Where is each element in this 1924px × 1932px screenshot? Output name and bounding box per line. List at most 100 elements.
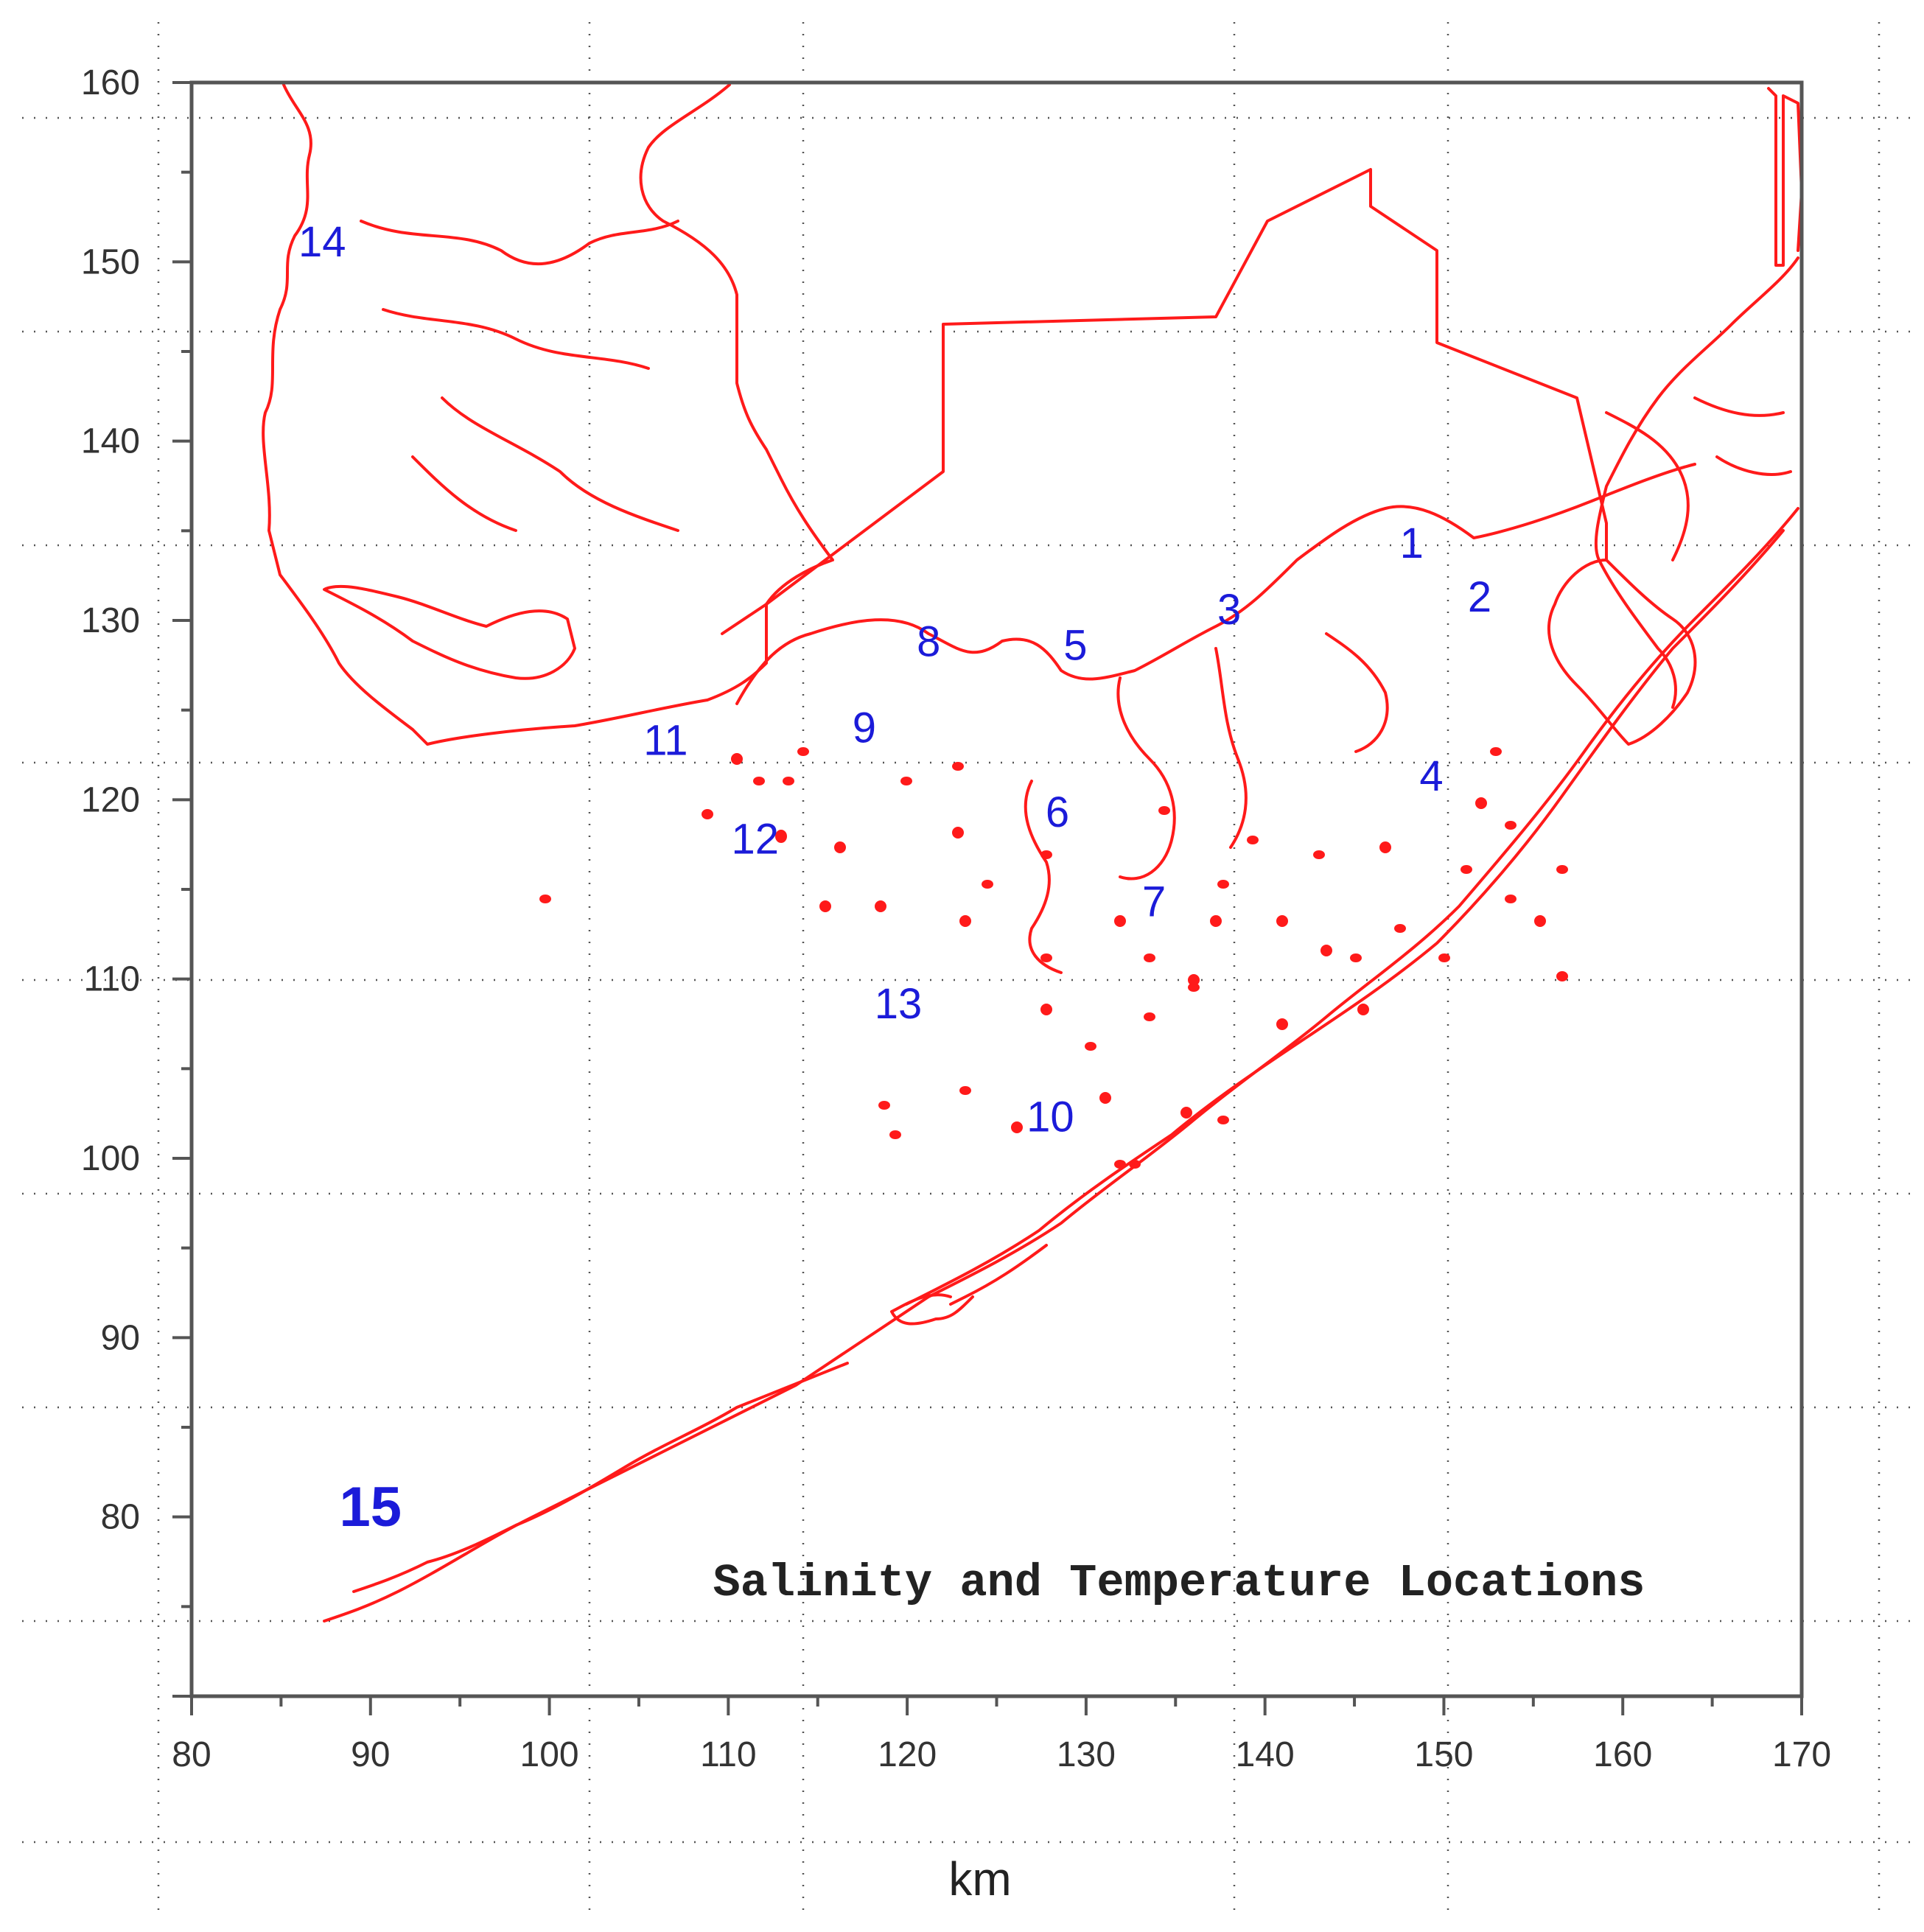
islet bbox=[1394, 924, 1406, 933]
islet bbox=[1114, 1160, 1126, 1169]
y-tick-label: 80 bbox=[101, 1498, 140, 1537]
x-tick-label: 170 bbox=[1772, 1735, 1831, 1774]
islet bbox=[1505, 821, 1517, 830]
x-tick-label: 90 bbox=[351, 1735, 390, 1774]
islet bbox=[1040, 953, 1052, 962]
islet bbox=[731, 753, 743, 765]
plot-frame bbox=[189, 80, 1804, 1698]
islet bbox=[539, 895, 551, 903]
x-tick-label: 80 bbox=[172, 1735, 211, 1774]
keys-island-chain-inner bbox=[905, 529, 1785, 1306]
islet bbox=[1461, 865, 1472, 874]
islet bbox=[878, 1101, 890, 1110]
x-axis-unit-label: km bbox=[948, 1852, 1011, 1905]
islet bbox=[797, 747, 809, 756]
map-title: Salinity and Temperature Locations bbox=[713, 1557, 1645, 1609]
islet bbox=[900, 777, 912, 785]
islet bbox=[1490, 747, 1502, 756]
florida-bay-north-shore bbox=[735, 463, 1696, 705]
coastline-northwest bbox=[262, 83, 834, 746]
islet bbox=[1350, 953, 1362, 962]
bay-banks-central bbox=[1024, 632, 1389, 974]
management-area-boundary bbox=[721, 168, 1608, 635]
islet bbox=[1556, 865, 1568, 874]
islet bbox=[982, 880, 993, 889]
islet bbox=[1011, 1121, 1023, 1133]
islet bbox=[959, 915, 971, 927]
islet bbox=[1040, 1004, 1052, 1015]
keys-segment-middle bbox=[890, 1244, 1048, 1326]
station-label-15: 15 bbox=[340, 1476, 402, 1539]
islet bbox=[1357, 1004, 1369, 1015]
station-label-12: 12 bbox=[731, 815, 779, 863]
islet bbox=[1158, 806, 1170, 815]
y-tick-label: 90 bbox=[101, 1318, 140, 1357]
islet bbox=[753, 777, 765, 785]
coastline-lower-bay bbox=[323, 584, 576, 680]
islet bbox=[1188, 983, 1200, 992]
coastline-northern-channels bbox=[360, 220, 679, 532]
keys-segment-lower bbox=[352, 1362, 849, 1593]
y-tick-label: 140 bbox=[81, 422, 140, 461]
islet bbox=[1276, 915, 1288, 927]
y-tick-label: 150 bbox=[81, 242, 140, 281]
station-label-11: 11 bbox=[643, 717, 688, 765]
islet bbox=[1505, 895, 1517, 903]
islet bbox=[1144, 953, 1155, 962]
coastline-outlines bbox=[262, 83, 1803, 1623]
islet bbox=[834, 841, 846, 853]
islet bbox=[702, 809, 713, 819]
x-tick-label: 100 bbox=[520, 1735, 579, 1774]
dotted-grid bbox=[22, 22, 1916, 1916]
islet bbox=[819, 900, 831, 912]
islet bbox=[1475, 797, 1487, 809]
islet bbox=[1556, 971, 1568, 981]
islet bbox=[1040, 850, 1052, 859]
station-label-14: 14 bbox=[298, 218, 346, 266]
islet bbox=[1129, 1160, 1141, 1169]
station-label-13: 13 bbox=[875, 980, 923, 1028]
station-label-1: 1 bbox=[1400, 519, 1424, 567]
y-tick-label: 120 bbox=[81, 780, 140, 819]
x-tick-label: 110 bbox=[700, 1735, 757, 1774]
station-label-5: 5 bbox=[1063, 622, 1087, 670]
islet bbox=[1379, 841, 1391, 853]
islet bbox=[952, 762, 964, 771]
y-tick-label: 160 bbox=[81, 63, 140, 102]
islet bbox=[1210, 915, 1222, 927]
axis-ticks bbox=[172, 81, 1803, 1715]
station-label-3: 3 bbox=[1217, 586, 1241, 634]
islet bbox=[1313, 850, 1325, 859]
station-label-6: 6 bbox=[1046, 788, 1069, 836]
station-label-4: 4 bbox=[1419, 752, 1443, 800]
islet bbox=[959, 1086, 971, 1095]
islet bbox=[1247, 836, 1259, 844]
bay-islets bbox=[539, 747, 1568, 1169]
y-tick-label: 100 bbox=[81, 1139, 140, 1178]
station-label-8: 8 bbox=[917, 618, 940, 666]
islet bbox=[1085, 1042, 1096, 1051]
x-axis-tick-labels: 80 90 100 110 120 130 140 150 160 170 bbox=[172, 1735, 1831, 1774]
islet bbox=[1534, 915, 1546, 927]
x-tick-label: 130 bbox=[1057, 1735, 1116, 1774]
coastline-east-lagoons bbox=[1605, 396, 1792, 561]
station-label-7: 7 bbox=[1142, 878, 1166, 926]
islet bbox=[775, 830, 787, 843]
x-tick-label: 150 bbox=[1414, 1735, 1473, 1774]
islet bbox=[1180, 1107, 1192, 1119]
x-tick-label: 120 bbox=[878, 1735, 937, 1774]
y-tick-label: 110 bbox=[83, 960, 140, 999]
islet bbox=[1099, 1092, 1111, 1104]
station-label-2: 2 bbox=[1468, 573, 1491, 621]
islet bbox=[1217, 880, 1229, 889]
islet bbox=[1438, 953, 1450, 962]
islet bbox=[1276, 1018, 1288, 1030]
y-tick-label: 130 bbox=[81, 601, 140, 640]
coastline-east-bay bbox=[1547, 559, 1697, 746]
islet bbox=[875, 900, 886, 912]
station-label-9: 9 bbox=[853, 704, 876, 752]
islet bbox=[1144, 1012, 1155, 1021]
islet bbox=[1217, 1116, 1229, 1124]
islet bbox=[952, 827, 964, 839]
